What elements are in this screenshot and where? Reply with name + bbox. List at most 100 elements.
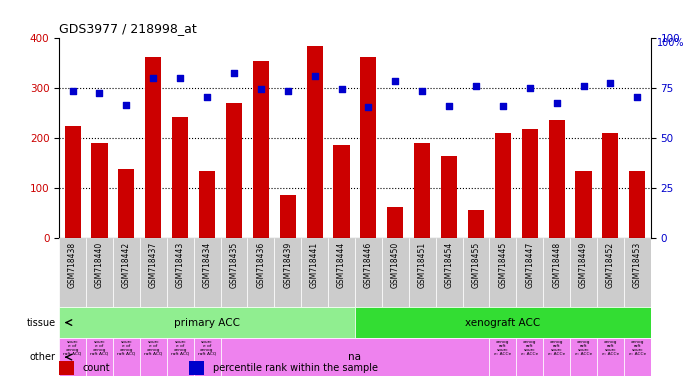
Text: GSM718442: GSM718442 [122, 242, 131, 288]
Text: 100%: 100% [657, 38, 684, 48]
Point [255, 86, 267, 93]
Bar [140, 238, 167, 307]
Text: sourc
e of
xenog
raft ACQ: sourc e of xenog raft ACQ [171, 340, 189, 356]
Text: GSM718448: GSM718448 [552, 242, 561, 288]
Bar [193, 338, 221, 376]
Bar [516, 238, 543, 307]
Bar [597, 238, 624, 307]
Text: GSM718454: GSM718454 [445, 242, 454, 288]
Text: xenog
raft
sourc
e: ACCe: xenog raft sourc e: ACCe [575, 340, 592, 356]
Bar [306, 46, 323, 238]
Bar [570, 338, 597, 376]
Text: GSM718443: GSM718443 [175, 242, 184, 288]
Text: sourc
e of
xenog
raft ACQ: sourc e of xenog raft ACQ [198, 340, 216, 356]
Bar [253, 61, 269, 238]
Bar [59, 307, 355, 338]
Text: primary ACC: primary ACC [174, 318, 240, 328]
Bar [247, 238, 274, 307]
Text: GSM718434: GSM718434 [203, 242, 212, 288]
Point [443, 103, 454, 109]
Bar [113, 338, 140, 376]
Bar [140, 338, 167, 376]
Bar [495, 133, 511, 238]
Bar [333, 145, 349, 238]
Bar [355, 238, 382, 307]
Point [551, 100, 562, 106]
Text: percentile rank within the sample: percentile rank within the sample [213, 363, 378, 373]
Point [363, 104, 374, 110]
Point [148, 75, 159, 81]
Point [175, 75, 186, 81]
Text: GSM718452: GSM718452 [606, 242, 615, 288]
Text: GSM718437: GSM718437 [149, 242, 158, 288]
Bar [86, 238, 113, 307]
Bar [59, 361, 74, 375]
Text: count: count [83, 363, 111, 373]
Bar [387, 207, 404, 238]
Bar [59, 338, 86, 376]
Point [202, 94, 213, 100]
Bar [280, 195, 296, 238]
Bar [548, 120, 564, 238]
Text: GSM718455: GSM718455 [471, 242, 480, 288]
Bar [576, 171, 592, 238]
Bar [167, 338, 193, 376]
Bar [382, 238, 409, 307]
Text: xenograft ACC: xenograft ACC [465, 318, 541, 328]
Text: sourc
e of
xenog
raft ACQ: sourc e of xenog raft ACQ [144, 340, 162, 356]
Bar [414, 143, 430, 238]
Bar [145, 57, 161, 238]
Bar [221, 338, 489, 376]
Text: sourc
e of
xenog
raft ACQ: sourc e of xenog raft ACQ [90, 340, 109, 356]
Bar [113, 238, 140, 307]
Bar [361, 57, 377, 238]
Text: GSM718447: GSM718447 [525, 242, 535, 288]
Bar [301, 238, 328, 307]
Point [390, 78, 401, 84]
Bar [355, 307, 651, 338]
Text: GSM718451: GSM718451 [418, 242, 427, 288]
Bar [221, 238, 247, 307]
Text: xenog
raft
sourc
e: ACCe: xenog raft sourc e: ACCe [548, 340, 565, 356]
Bar [629, 171, 645, 238]
Text: xenog
raft
sourc
e: ACCe: xenog raft sourc e: ACCe [602, 340, 619, 356]
Point [578, 83, 589, 89]
Text: GSM718436: GSM718436 [256, 242, 265, 288]
Point [67, 88, 78, 94]
Text: GSM718435: GSM718435 [230, 242, 239, 288]
Point [228, 70, 239, 76]
Bar [602, 133, 619, 238]
Bar [597, 338, 624, 376]
Bar [463, 238, 489, 307]
Point [94, 90, 105, 96]
Bar [65, 126, 81, 238]
Bar [441, 156, 457, 238]
Bar [59, 238, 86, 307]
Bar [522, 129, 538, 238]
Text: GSM718438: GSM718438 [68, 242, 77, 288]
Text: xenog
raft
sourc
e: ACCe: xenog raft sourc e: ACCe [628, 340, 646, 356]
Text: GSM718444: GSM718444 [337, 242, 346, 288]
Bar [172, 117, 188, 238]
Text: GDS3977 / 218998_at: GDS3977 / 218998_at [59, 22, 197, 35]
Bar [274, 238, 301, 307]
Point [336, 86, 347, 93]
Bar [624, 238, 651, 307]
Bar [199, 171, 215, 238]
Bar [624, 338, 651, 376]
Text: sourc
e of
xenog
raft ACQ: sourc e of xenog raft ACQ [117, 340, 136, 356]
Text: xenog
raft
sourc
e: ACCe: xenog raft sourc e: ACCe [494, 340, 512, 356]
Text: GSM718450: GSM718450 [390, 242, 400, 288]
Bar [543, 238, 570, 307]
Bar [489, 338, 516, 376]
Bar [436, 238, 463, 307]
Point [121, 102, 132, 108]
Text: GSM718440: GSM718440 [95, 242, 104, 288]
Bar [193, 238, 221, 307]
Text: GSM718441: GSM718441 [310, 242, 319, 288]
Text: na: na [349, 352, 361, 362]
Bar [468, 210, 484, 238]
Bar [189, 361, 204, 375]
Bar [91, 143, 108, 238]
Bar [409, 238, 436, 307]
